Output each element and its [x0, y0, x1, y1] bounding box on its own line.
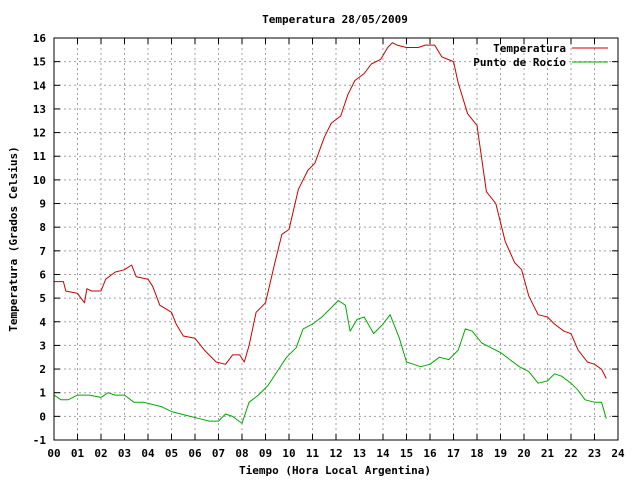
x-tick-label: 01: [71, 447, 85, 460]
y-tick-label: 10: [33, 174, 46, 187]
legend: Temperatura Punto de Rocío: [473, 42, 608, 69]
x-tick-label: 12: [329, 447, 342, 460]
plot-frame: [53, 37, 619, 441]
x-axis-label: Tiempo (Hora Local Argentina): [239, 464, 431, 477]
x-tick-label: 24: [611, 447, 625, 460]
x-tick-label: 19: [494, 447, 507, 460]
x-tick-label: 08: [235, 447, 248, 460]
y-axis-label: Temperatura (Grados Celsius): [7, 146, 20, 331]
y-tick-label: 14: [33, 79, 47, 92]
x-tick-label: 15: [400, 447, 413, 460]
y-tick-label: 4: [39, 316, 46, 329]
y-tick-label: 3: [39, 339, 46, 352]
axis-ticks: 00 01 02 03 04 05 06 07 08 09 10 11 12 13 14 15 16 17 18 19…: [33, 32, 625, 460]
x-tick-label: 09: [259, 447, 272, 460]
x-tick-label: 22: [564, 447, 577, 460]
x-tick-label: 21: [541, 447, 555, 460]
x-tick-label: 02: [94, 447, 107, 460]
y-tick-label: -1: [33, 434, 47, 447]
grid-lines: [54, 38, 618, 440]
x-tick-label: 23: [588, 447, 601, 460]
x-tick-label: 07: [212, 447, 225, 460]
x-tick-label: 14: [376, 447, 390, 460]
x-tick-label: 11: [306, 447, 320, 460]
legend-label-temperatura: Temperatura: [493, 42, 566, 55]
y-tick-label: 5: [39, 292, 46, 305]
y-tick-label: 12: [33, 127, 46, 140]
y-tick-label: 7: [39, 245, 46, 258]
chart-title: Temperatura 28/05/2009: [262, 13, 408, 26]
temperatura-line: [54, 42, 607, 379]
x-tick-label: 04: [141, 447, 155, 460]
y-tick-label: 2: [39, 363, 46, 376]
x-tick-label: 16: [423, 447, 437, 460]
y-tick-label: 8: [39, 221, 46, 234]
x-tick-label: 03: [118, 447, 131, 460]
x-tick-label: 18: [470, 447, 483, 460]
series-lines: [53, 42, 607, 424]
y-tick-label: 9: [39, 198, 46, 211]
x-tick-label: 00: [47, 447, 60, 460]
x-tick-label: 13: [353, 447, 366, 460]
x-tick-label: 06: [188, 447, 202, 460]
x-tick-label: 10: [282, 447, 295, 460]
y-tick-label: 1: [39, 387, 46, 400]
punto-de-rocio-line: [53, 300, 607, 424]
y-tick-label: 16: [33, 32, 47, 45]
y-tick-label: 6: [39, 268, 46, 281]
y-tick-label: 0: [39, 410, 46, 423]
legend-label-punto-de-rocio: Punto de Rocío: [473, 56, 566, 69]
x-tick-label: 20: [517, 447, 530, 460]
y-tick-label: 11: [33, 150, 47, 163]
y-tick-label: 15: [33, 56, 46, 69]
y-tick-label: 13: [33, 103, 46, 116]
x-tick-label: 05: [165, 447, 178, 460]
x-tick-label: 17: [447, 447, 460, 460]
